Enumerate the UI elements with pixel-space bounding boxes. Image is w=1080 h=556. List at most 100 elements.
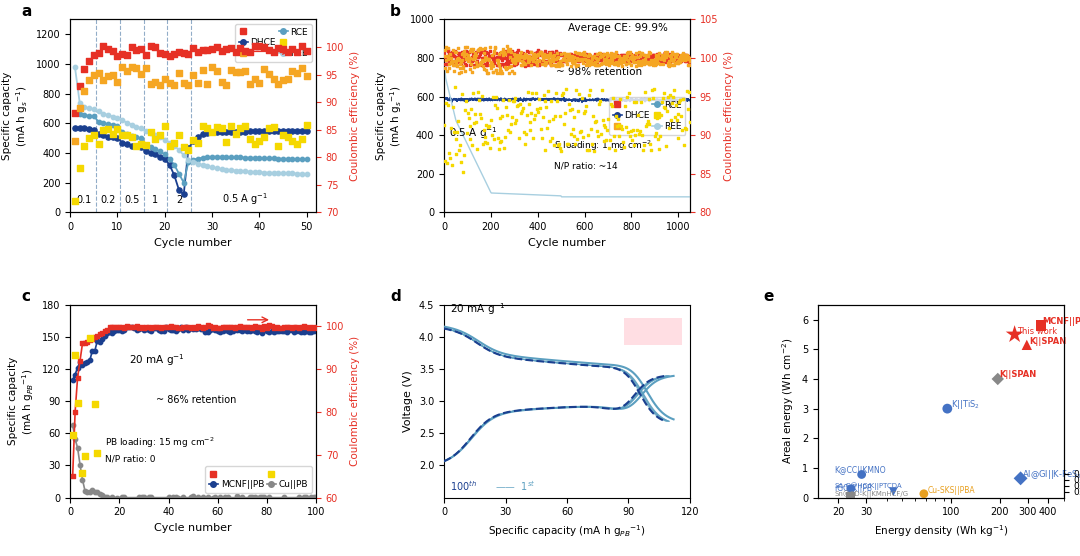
Point <box>559 140 577 148</box>
Point <box>570 90 588 99</box>
Point <box>460 56 477 65</box>
100$^{th}$ <box>638 399 651 405</box>
Point <box>264 327 281 336</box>
Point <box>482 143 499 152</box>
Point <box>543 48 561 57</box>
Point <box>161 142 178 151</box>
Point <box>279 47 296 56</box>
Point <box>531 48 549 57</box>
Point <box>526 49 543 58</box>
Point <box>526 53 543 62</box>
Point <box>642 140 659 149</box>
Point <box>650 145 667 153</box>
Point <box>442 153 459 162</box>
Point <box>448 47 465 56</box>
Point <box>185 157 202 166</box>
Point <box>104 46 121 55</box>
Point <box>672 57 689 66</box>
Point <box>630 48 647 57</box>
Point <box>189 324 206 332</box>
Point <box>208 164 226 173</box>
Point <box>302 327 320 336</box>
Point <box>527 111 544 120</box>
Point <box>580 54 597 63</box>
Point <box>66 136 83 145</box>
Point <box>213 124 230 133</box>
Point <box>657 50 674 59</box>
Point <box>151 49 168 58</box>
Point <box>71 124 89 133</box>
Point <box>617 53 634 62</box>
Point <box>509 55 526 64</box>
Point <box>241 167 258 176</box>
Point <box>510 101 527 110</box>
Point <box>519 99 537 108</box>
Point <box>511 133 528 142</box>
Point <box>507 53 524 62</box>
Point <box>538 102 555 111</box>
Point <box>551 59 568 68</box>
Point <box>147 43 164 52</box>
Point <box>583 59 600 68</box>
Point <box>175 79 192 88</box>
Point <box>501 45 518 54</box>
Point <box>572 56 590 64</box>
Point <box>288 69 306 78</box>
Point <box>616 142 633 151</box>
Point <box>639 117 657 126</box>
Point <box>496 47 513 56</box>
Point <box>612 58 630 67</box>
Point <box>609 61 626 70</box>
Point <box>542 60 559 69</box>
Point <box>514 57 531 66</box>
Point <box>133 140 150 148</box>
Point <box>440 101 457 110</box>
Point <box>669 58 686 67</box>
Text: Sn@3D-K||KMnHCF/G: Sn@3D-K||KMnHCF/G <box>835 490 908 498</box>
Point <box>519 52 537 61</box>
Point <box>152 324 170 332</box>
Point <box>476 59 494 68</box>
Point <box>562 50 579 59</box>
Point <box>505 61 523 70</box>
Point <box>915 489 932 498</box>
Point <box>502 58 519 67</box>
Point <box>673 52 690 61</box>
Point <box>278 322 295 331</box>
Point <box>595 49 612 58</box>
Point <box>563 51 580 60</box>
Point <box>622 48 639 57</box>
Point <box>672 51 689 60</box>
Point <box>635 53 652 62</box>
Point <box>437 55 455 64</box>
Point <box>463 140 481 149</box>
Point <box>637 56 654 64</box>
Point <box>227 166 244 175</box>
Point <box>143 324 160 332</box>
Point <box>590 132 607 141</box>
Point <box>515 52 532 61</box>
Point <box>246 74 264 83</box>
Point <box>634 48 651 57</box>
Point <box>554 50 571 59</box>
Point <box>627 56 645 64</box>
Point <box>76 87 93 96</box>
Point <box>521 52 538 61</box>
Point <box>471 110 488 119</box>
1$^{st}$ <box>578 359 591 366</box>
Point <box>577 54 594 63</box>
Point <box>462 47 480 56</box>
Point <box>470 88 487 97</box>
Point <box>541 58 558 67</box>
Point <box>642 54 659 63</box>
Point <box>580 51 597 60</box>
Point <box>593 51 610 59</box>
Point <box>462 47 480 56</box>
Point <box>570 57 588 66</box>
Point <box>141 148 159 157</box>
Point <box>524 54 541 63</box>
Point <box>291 327 308 336</box>
Point <box>473 53 490 62</box>
Point <box>203 163 220 172</box>
Point <box>483 59 500 68</box>
